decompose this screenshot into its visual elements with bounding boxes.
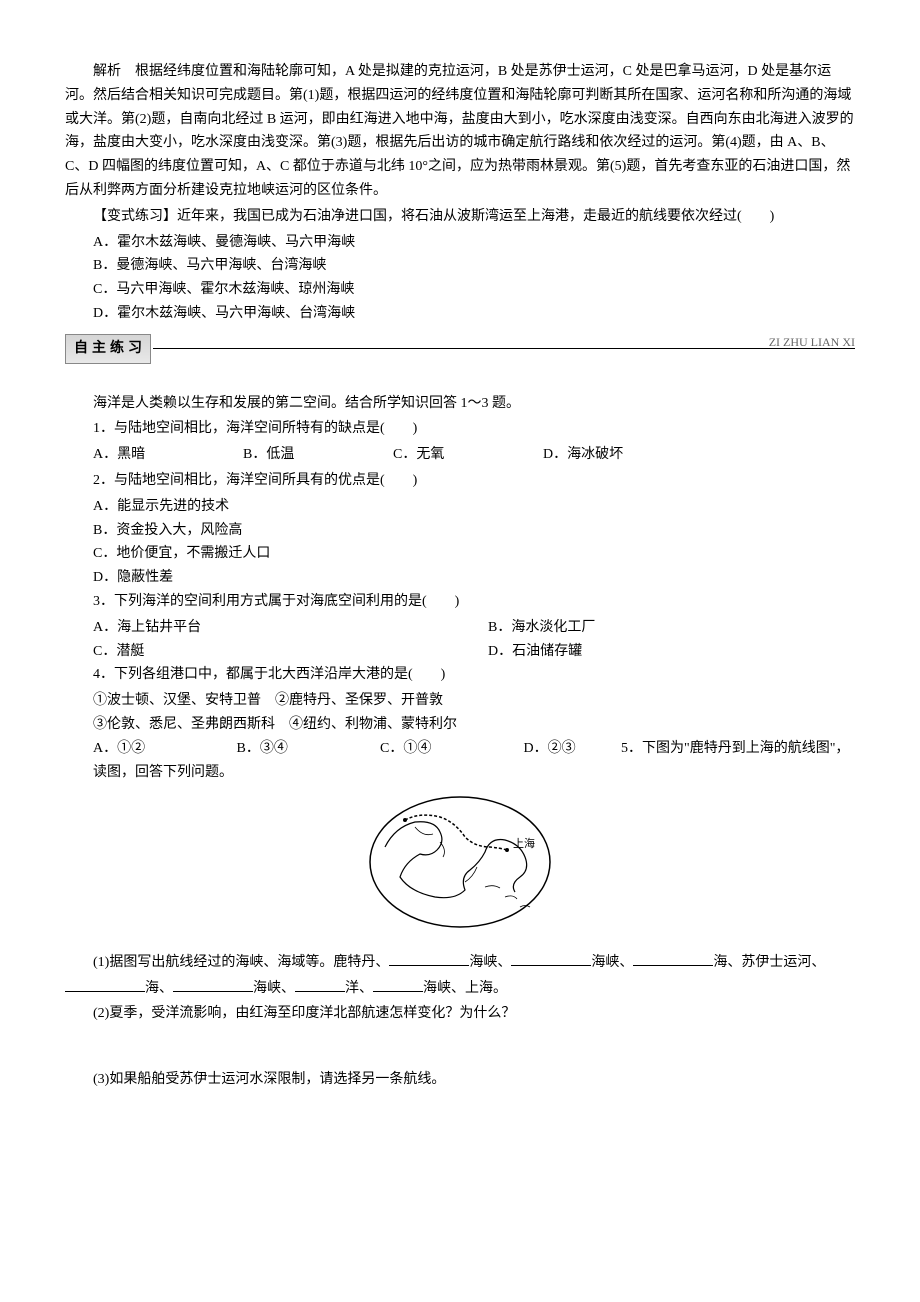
q5-sub1-seg5: 海峡、 [253,981,295,996]
map-label-shanghai: 上海 [513,836,535,850]
q5-sub1-seg2: 海峡、 [591,955,633,970]
variant-option-c: C．马六甲海峡、霍尔木兹海峡、琼州海峡 [65,278,855,302]
blank-1 [389,949,469,966]
blank-7 [373,975,423,992]
q5-sub1: (1)据图写出航线经过的海峡、海域等。鹿特丹、海峡、海峡、海、苏伊士运河、海、海… [65,949,855,1000]
blank-2 [511,949,591,966]
section-char-2: 主 [90,337,108,361]
q4-options-line: A．①② B．③④ C．①④ D．②③ 5．下图为"鹿特丹到上海的航线图"，读图… [65,737,855,785]
variant-option-b: B．曼德海峡、马六甲海峡、台湾海峡 [65,254,855,278]
q4-items-2: ③伦敦、悉尼、圣弗朗西斯科 ④纽约、利物浦、蒙特利尔 [65,713,855,737]
section-title-box: 自 主 练 习 [65,334,151,364]
q2-option-c: C．地价便宜，不需搬迁人口 [65,542,855,566]
intro-text: 海洋是人类赖以生存和发展的第二空间。结合所学知识回答 1～3 题。 [65,392,855,416]
section-header: 自 主 练 习 ZI ZHU LIAN XI [65,334,855,364]
q5-sub1-seg7: 海峡、上海。 [423,981,507,996]
blank-4 [65,975,145,992]
q5-sub1-seg4: 海、 [145,981,173,996]
q1-option-c: C．无氧 [393,443,543,467]
q5-sub1-seg3: 海、苏伊士运河、 [713,955,825,970]
spacer-3 [65,1048,855,1068]
q4-option-c: C．①④ [380,737,520,761]
q5-sub2: (2)夏季，受洋流影响，由红海至印度洋北部航速怎样变化？为什么？ [65,1002,855,1026]
variant-stem: 【变式练习】近年来，我国已成为石油净进口国，将石油从波斯湾运至上海港，走最近的航… [65,205,855,229]
q2-stem: 2．与陆地空间相比，海洋空间所具有的优点是( ) [65,469,855,493]
spacer-2 [65,1028,855,1048]
q5-sub1-seg6: 洋、 [345,981,373,996]
section-char-1: 自 [72,337,90,361]
variant-option-d: D．霍尔木兹海峡、马六甲海峡、台湾海峡 [65,302,855,326]
section-char-3: 练 [108,337,126,361]
q1-option-d: D．海冰破坏 [543,443,693,467]
q3-row1: A．海上钻井平台 B．海水淡化工厂 [65,616,855,640]
q4-option-a: A．①② [93,737,233,761]
q3-option-b: B．海水淡化工厂 [460,616,855,640]
q1-options: A．黑暗 B．低温 C．无氧 D．海冰破坏 [65,443,855,467]
analysis-paragraph: 解析 根据经纬度位置和海陆轮廓可知，A 处是拟建的克拉运河，B 处是苏伊士运河，… [65,60,855,203]
q5-sub3: (3)如果船舶受苏伊士运河水深限制，请选择另一条航线。 [65,1068,855,1092]
q2-option-b: B．资金投入大，风险高 [65,519,855,543]
spacer [65,372,855,392]
q4-option-d: D．②③ [524,737,604,761]
blank-6 [295,975,345,992]
q1-option-b: B．低温 [243,443,393,467]
variant-stem-text: 近年来，我国已成为石油净进口国，将石油从波斯湾运至上海港，走最近的航线要依次经过… [177,209,774,224]
q3-option-c: C．潜艇 [65,640,460,664]
q3-option-a: A．海上钻井平台 [65,616,460,640]
q4-stem: 4．下列各组港口中，都属于北大西洋沿岸大港的是( ) [65,663,855,687]
variant-option-a: A．霍尔木兹海峡、曼德海峡、马六甲海峡 [65,231,855,255]
analysis-text: 根据经纬度位置和海陆轮廓可知，A 处是拟建的克拉运河，B 处是苏伊士运河，C 处… [65,64,854,198]
q3-row2: C．潜艇 D．石油储存罐 [65,640,855,664]
q4-items-1: ①波士顿、汉堡、安特卫普 ②鹿特丹、圣保罗、开普敦 [65,689,855,713]
map-figure: 上海 [65,792,855,941]
q1-option-a: A．黑暗 [93,443,243,467]
variant-label: 【变式练习】 [93,209,177,224]
section-pinyin: ZI ZHU LIAN XI [769,332,855,352]
section-char-4: 习 [126,337,144,361]
q2-option-d: D．隐蔽性差 [65,566,855,590]
q5-sub1-seg1: 海峡、 [469,955,511,970]
q4-option-b: B．③④ [237,737,377,761]
blank-5 [173,975,253,992]
q5-sub1-prefix: (1)据图写出航线经过的海峡、海域等。鹿特丹、 [93,955,389,970]
q1-stem: 1．与陆地空间相比，海洋空间所特有的缺点是( ) [65,417,855,441]
section-divider [153,348,855,349]
analysis-label: 解析 [93,64,121,79]
route-map-svg: 上海 [365,792,555,932]
q3-stem: 3．下列海洋的空间利用方式属于对海底空间利用的是( ) [65,590,855,614]
q2-option-a: A．能显示先进的技术 [65,495,855,519]
blank-3 [633,949,713,966]
q3-option-d: D．石油储存罐 [460,640,855,664]
